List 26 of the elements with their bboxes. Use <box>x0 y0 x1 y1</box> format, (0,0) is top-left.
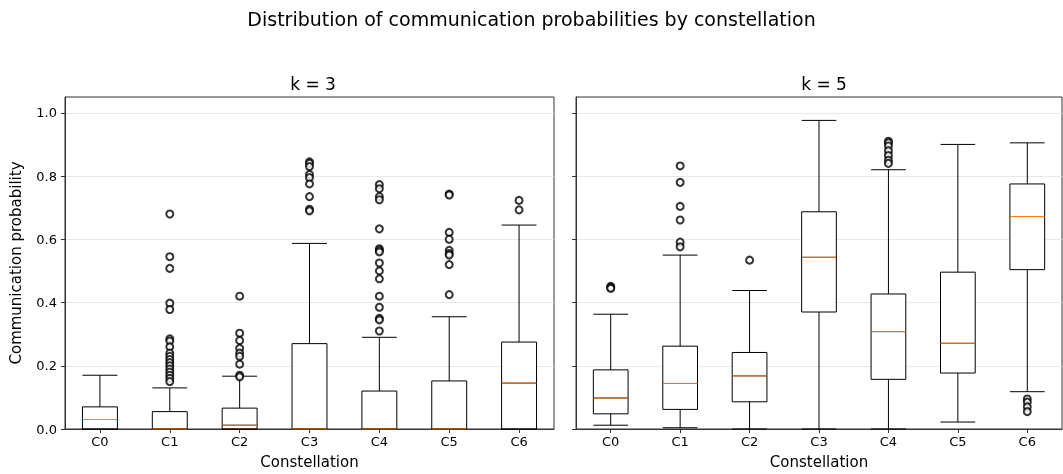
x-tick-label: C4 <box>879 434 898 449</box>
y-tick-label: 0.8 <box>36 168 57 184</box>
x-tick-label: C3 <box>810 434 828 449</box>
x-axis-title: Constellation <box>260 452 359 471</box>
chart-title: k = 3 <box>290 73 336 94</box>
chart-title: k = 5 <box>801 73 847 94</box>
x-tick-label: C4 <box>370 434 389 449</box>
x-tick-label: C6 <box>510 434 528 449</box>
y-tick-label: 0.0 <box>36 421 57 437</box>
y-tick-label: 1.0 <box>36 105 57 121</box>
x-tick-label: C1 <box>671 434 689 449</box>
y-axis-title: Communication probability <box>6 161 25 365</box>
x-tick-label: C2 <box>230 434 249 449</box>
x-axis-title: Constellation <box>769 452 869 471</box>
x-tick-label: C3 <box>300 434 319 449</box>
x-tick-label: C2 <box>740 434 759 449</box>
y-tick-label: 0.6 <box>36 231 57 247</box>
text: Distribution of communication probabilities by constellation <box>246 8 817 30</box>
x-tick-label: C1 <box>161 434 179 449</box>
x-tick-label: C0 <box>602 434 620 449</box>
y-tick-label: 0.4 <box>36 295 57 311</box>
x-tick-label: C5 <box>949 434 967 449</box>
x-tick-label: C5 <box>440 434 458 449</box>
y-tick-label: 0.2 <box>36 358 57 374</box>
x-tick-label: C0 <box>91 434 109 449</box>
x-tick-label: C6 <box>1018 434 1036 449</box>
